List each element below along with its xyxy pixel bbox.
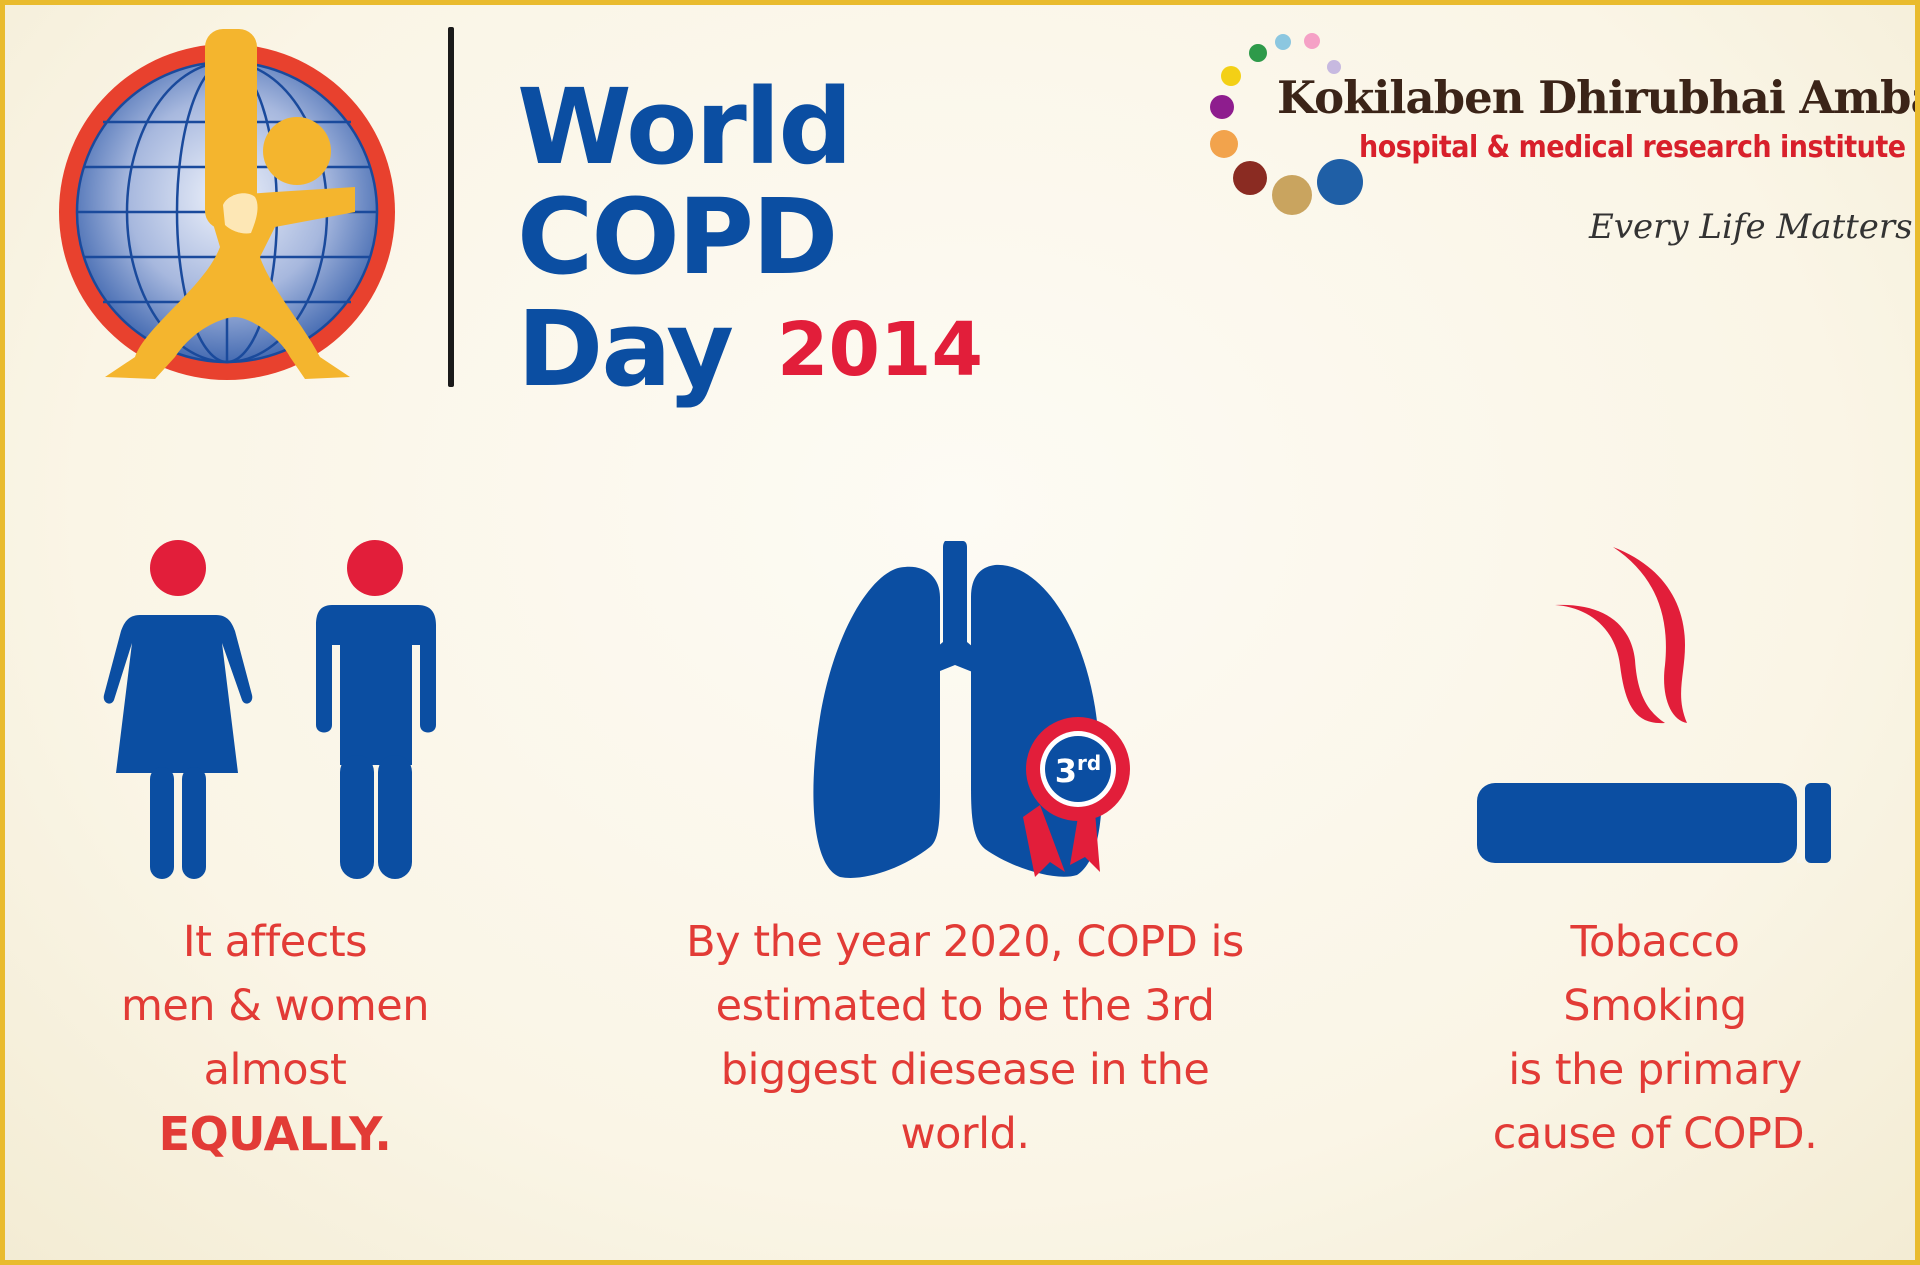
fact-tobacco-caption: Tobacco Smoking is the primary cause of … <box>1425 910 1885 1166</box>
hospital-name: Kokilaben Dhirubhai Ambani <box>1277 71 1920 124</box>
caption-line: almost <box>203 1045 347 1095</box>
caption-line: By the year 2020, COPD is <box>686 917 1244 967</box>
caption-line: is the primary <box>1508 1045 1802 1095</box>
caption-line: cause of COPD. <box>1492 1109 1818 1159</box>
title-world: World <box>517 66 853 188</box>
copd-globe-logo-icon <box>59 29 395 380</box>
caption-line: Smoking <box>1563 981 1747 1031</box>
header-divider <box>448 27 454 387</box>
cigarette-icon <box>1477 547 1831 863</box>
caption-emphasis: EQUALLY. <box>158 1107 392 1161</box>
title-year: 2014 <box>777 307 983 393</box>
man-woman-icon <box>103 540 436 879</box>
title-copd: COPD <box>517 176 838 298</box>
lungs-icon: 3rd <box>813 541 1130 878</box>
third-place-rosette-icon <box>1023 717 1130 877</box>
caption-line: biggest diesease in the <box>720 1045 1210 1095</box>
caption-line: estimated to be the 3rd <box>715 981 1215 1031</box>
caption-line: Tobacco <box>1570 917 1740 967</box>
fact-gender-caption: It affects men & women almost EQUALLY. <box>65 910 485 1166</box>
smoke-icon <box>1555 604 1665 724</box>
smoke-icon-2 <box>1613 547 1687 723</box>
caption-line: men & women <box>120 981 430 1031</box>
title-day: Day <box>517 288 734 410</box>
hospital-tagline: Every Life Matters <box>1589 207 1913 247</box>
caption-line: world. <box>900 1109 1030 1159</box>
caption-line: It affects <box>182 917 368 967</box>
hospital-subtitle: hospital & medical research institute <box>1359 130 1906 165</box>
hospital-dots-logo-icon <box>1210 33 1363 215</box>
fact-ranking-caption: By the year 2020, COPD is estimated to b… <box>625 910 1305 1166</box>
third-badge-text: 3rd <box>1055 751 1101 790</box>
